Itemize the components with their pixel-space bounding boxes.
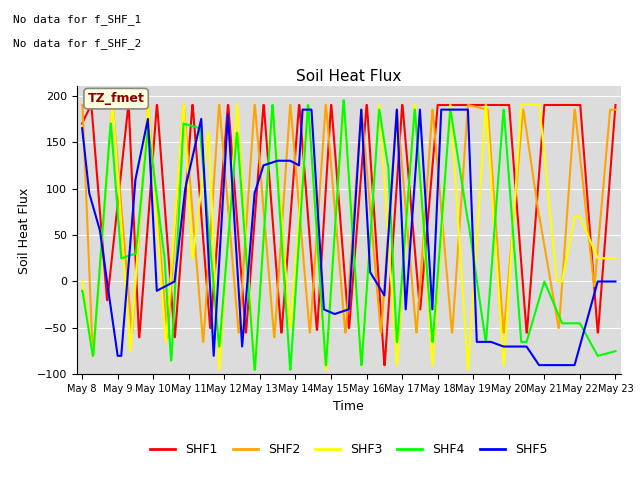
Text: No data for f_SHF_1: No data for f_SHF_1 — [13, 14, 141, 25]
X-axis label: Time: Time — [333, 400, 364, 413]
Y-axis label: Soil Heat Flux: Soil Heat Flux — [18, 187, 31, 274]
Text: TZ_fmet: TZ_fmet — [88, 92, 145, 105]
Text: No data for f_SHF_2: No data for f_SHF_2 — [13, 38, 141, 49]
Legend: SHF1, SHF2, SHF3, SHF4, SHF5: SHF1, SHF2, SHF3, SHF4, SHF5 — [145, 438, 552, 461]
Title: Soil Heat Flux: Soil Heat Flux — [296, 69, 401, 84]
